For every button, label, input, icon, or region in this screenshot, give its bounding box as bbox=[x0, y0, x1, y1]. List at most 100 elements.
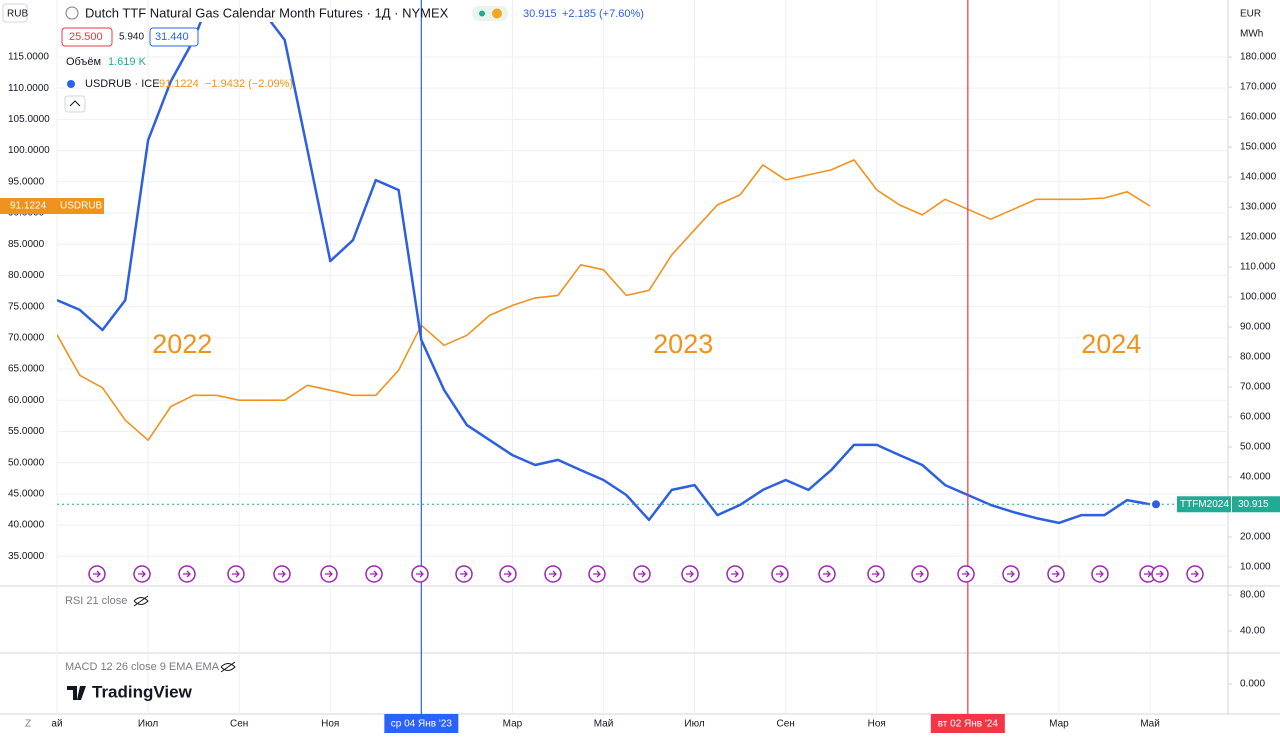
buy-price[interactable]: 31.440 bbox=[155, 31, 189, 43]
y-tick-label: 35.0000 bbox=[8, 551, 45, 562]
event-arrow bbox=[1096, 570, 1104, 578]
last-point bbox=[1152, 500, 1160, 509]
y-tick-label: 80.0000 bbox=[8, 270, 45, 281]
y2-tick-label: 130.000 bbox=[1240, 202, 1277, 213]
event-arrow bbox=[731, 570, 739, 578]
y-tick-label: 95.0000 bbox=[8, 176, 45, 187]
year-annotation: 2023 bbox=[653, 329, 713, 359]
event-arrow bbox=[370, 570, 378, 578]
y2-tick-label: 110.000 bbox=[1240, 262, 1276, 273]
event-arrow bbox=[232, 570, 240, 578]
y2-tick-label: 150.000 bbox=[1240, 142, 1277, 153]
chevron bbox=[69, 100, 81, 107]
macd-tick-label: 0.000 bbox=[1240, 679, 1265, 690]
y2-tick-label: 60.000 bbox=[1240, 412, 1271, 423]
rsi-label: RSI 21 close bbox=[65, 595, 127, 607]
date-marker-box bbox=[384, 714, 459, 733]
x-tick-label: Июл bbox=[684, 719, 704, 730]
year-annotation: 2024 bbox=[1081, 329, 1141, 359]
currency-box[interactable] bbox=[2, 3, 28, 23]
x-tick-label: вт 02 Янв '24 bbox=[938, 719, 999, 730]
price-tag bbox=[0, 197, 104, 214]
y-tick-label: 105.0000 bbox=[8, 114, 50, 125]
eye-off-icon bbox=[220, 661, 236, 673]
y2-tick-label: 100.000 bbox=[1240, 292, 1277, 303]
spread: 5.940 bbox=[119, 32, 144, 43]
event-arrow bbox=[504, 570, 512, 578]
volume-label: Объём bbox=[66, 56, 101, 68]
collapse-legend[interactable] bbox=[64, 95, 86, 113]
x-tick-label: Май bbox=[594, 719, 614, 730]
brand-logo bbox=[67, 686, 86, 700]
x-tick-label: Мар bbox=[503, 719, 523, 730]
brand[interactable]: TradingView bbox=[92, 682, 193, 701]
x-tick-label: ср 04 Янв '23 bbox=[391, 719, 453, 730]
x-tick-label: Мар bbox=[1049, 719, 1069, 730]
event-arrow bbox=[1156, 570, 1164, 578]
event-arrow bbox=[325, 570, 333, 578]
price-tag bbox=[1177, 496, 1231, 513]
y2-tick-label: 120.000 bbox=[1240, 232, 1277, 243]
overlay: 2022 2023 2024 bbox=[57, 0, 1228, 714]
y2-tick-label: 170.000 bbox=[1240, 82, 1277, 93]
currency-left[interactable]: RUB bbox=[7, 9, 28, 20]
x-tick-label: Сен bbox=[230, 719, 248, 730]
event-arrow bbox=[138, 570, 146, 578]
y2-tick-label: 140.000 bbox=[1240, 172, 1277, 183]
currency-right[interactable]: EUR bbox=[1240, 9, 1261, 20]
compare-symbol: USDRUB · ICE bbox=[85, 78, 160, 90]
event-arrow bbox=[962, 570, 970, 578]
price-change: +2.185 (+7.60%) bbox=[562, 8, 644, 20]
y2-tick-label: 160.000 bbox=[1240, 112, 1277, 123]
buy-box[interactable] bbox=[149, 27, 199, 47]
sell-box[interactable] bbox=[61, 27, 113, 47]
price-tag bbox=[1232, 496, 1280, 513]
status-dot bbox=[479, 10, 485, 17]
event-arrow bbox=[1007, 570, 1015, 578]
y2-tick-label: 40.000 bbox=[1240, 472, 1271, 483]
x-tick-label: Май bbox=[1140, 719, 1160, 730]
price-tag-name: TTFM2024 bbox=[1180, 499, 1229, 510]
y-tick-label: 85.0000 bbox=[8, 239, 45, 250]
x-tick-label: Ноя bbox=[321, 719, 339, 730]
event-arrow bbox=[1191, 570, 1199, 578]
compare-last: 91.1224 bbox=[159, 78, 199, 90]
y-tick-label: 100.0000 bbox=[8, 145, 50, 156]
collapse-icon[interactable] bbox=[65, 6, 79, 20]
eye-off-icon bbox=[133, 595, 149, 607]
y-tick-label: 50.0000 bbox=[8, 457, 45, 468]
event-arrow bbox=[93, 570, 101, 578]
delay-icon bbox=[492, 8, 502, 19]
event-arrow bbox=[638, 570, 646, 578]
x-tick-label: ай bbox=[51, 719, 62, 730]
y-tick-label: 45.0000 bbox=[8, 489, 45, 500]
unit-right: MWh bbox=[1240, 29, 1263, 40]
y-tick-label: 115.0000 bbox=[8, 52, 49, 63]
zoom-button[interactable]: Z bbox=[25, 719, 31, 730]
date-marker-box bbox=[930, 714, 1005, 733]
compare-change: −1.9432 (−2.09%) bbox=[205, 78, 293, 90]
event-arrow bbox=[776, 570, 784, 578]
volume-value: 1.619 K bbox=[108, 56, 147, 68]
y2-tick-label: 10.000 bbox=[1240, 562, 1271, 573]
y-tick-label: 110.0000 bbox=[8, 83, 49, 94]
rsi-tick-label: 40.00 bbox=[1240, 626, 1265, 637]
y2-tick-label: 90.000 bbox=[1240, 322, 1271, 333]
sell-price[interactable]: 25.500 bbox=[69, 31, 103, 43]
y-tick-label: 65.0000 bbox=[8, 364, 45, 375]
event-arrow bbox=[1144, 570, 1152, 578]
event-arrow bbox=[183, 570, 191, 578]
y2-tick-label: 50.000 bbox=[1240, 442, 1271, 453]
y2-tick-label: 80.000 bbox=[1240, 352, 1271, 363]
event-arrow bbox=[1052, 570, 1060, 578]
y-tick-label: 75.0000 bbox=[8, 301, 45, 312]
rsi-tick-label: 80.00 bbox=[1240, 590, 1265, 601]
y-tick-label: 55.0000 bbox=[8, 426, 45, 437]
year-annotation: 2022 bbox=[152, 329, 212, 359]
price-tag-value: 30.915 bbox=[1238, 499, 1269, 510]
macd-label: MACD 12 26 close 9 EMA EMA bbox=[65, 661, 220, 673]
event-arrow bbox=[549, 570, 557, 578]
x-tick-label: Июл bbox=[138, 719, 158, 730]
event-arrow bbox=[593, 570, 601, 578]
